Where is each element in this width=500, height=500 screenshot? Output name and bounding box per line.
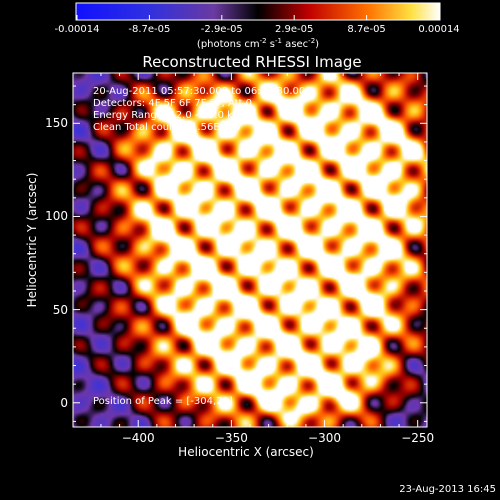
colorbar-tick-label: 8.7e-05 xyxy=(347,24,386,35)
chart-title: Reconstructed RHESSI Image xyxy=(142,53,362,71)
colorbar xyxy=(75,2,441,21)
x-axis-label: Heliocentric X (arcsec) xyxy=(178,445,314,459)
x-tick-label: −400 xyxy=(121,431,155,445)
colorbar-tick-label: -2.9e-05 xyxy=(200,24,243,35)
y-axis-label: Heliocentric Y (arcsec) xyxy=(25,172,39,308)
footer-timestamp: 23-Aug-2013 16:45 xyxy=(399,484,496,495)
heatmap-image xyxy=(73,73,427,427)
y-tick-label: 150 xyxy=(45,116,68,131)
colorbar-tick-label: 2.9e-05 xyxy=(274,24,314,35)
annotation-energy: Energy Range: 12.0 - 25.0 keV xyxy=(93,110,246,121)
colorbar-tick-label: -8.7e-05 xyxy=(128,24,171,35)
annotation-clean: Clean Total counts: 1.56E+04 xyxy=(93,122,241,133)
x-tick-label: −300 xyxy=(308,431,341,445)
x-tick-label: −350 xyxy=(214,431,248,445)
y-tick-label: 100 xyxy=(45,209,68,224)
axis-ticks xyxy=(73,73,427,427)
y-tick-label: 50 xyxy=(52,302,68,317)
annotation-peak: Position of Peak = [-304,20] xyxy=(93,396,233,407)
y-tick-label: 0 xyxy=(60,395,68,410)
annotation-time: 20-Aug-2011 05:57:30.000 to 06:03:30.000 xyxy=(93,86,312,97)
annotation-detectors: Detectors: 4F 5F 6F 7F 8F, Att 0 xyxy=(93,98,253,109)
colorbar-ticks xyxy=(76,15,440,20)
x-tick-label: −250 xyxy=(401,431,435,445)
colorbar-tick-label: 0.00014 xyxy=(418,24,460,35)
colorbar-tick-label: -0.00014 xyxy=(54,24,100,35)
colorbar-units: (photons cm-2 s-1 asec-2) xyxy=(196,37,320,50)
